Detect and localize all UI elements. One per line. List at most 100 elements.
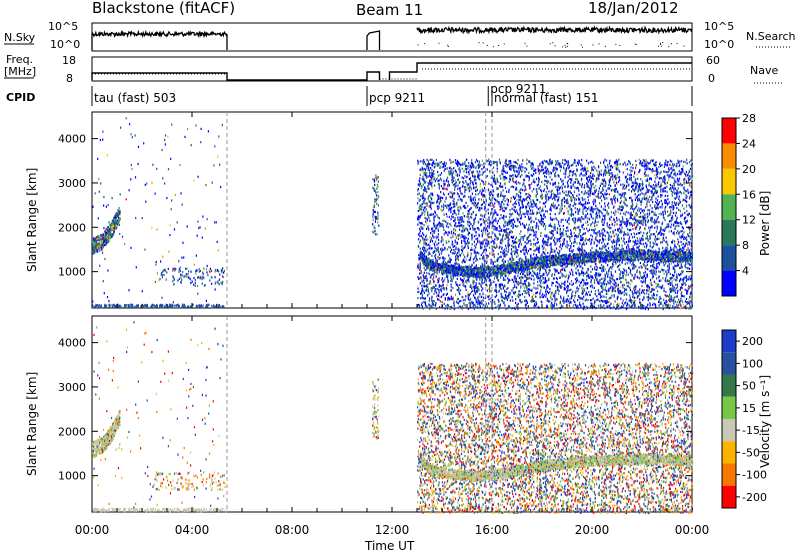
data-point: [521, 276, 523, 279]
data-point: [612, 178, 614, 181]
data-point: [426, 248, 428, 251]
data-point: [676, 189, 678, 192]
data-point: [438, 242, 440, 245]
data-point: [589, 212, 591, 216]
data-point: [690, 159, 692, 162]
data-point: [602, 268, 604, 271]
data-point: [504, 199, 506, 203]
data-point: [682, 246, 684, 249]
data-point: [524, 186, 526, 189]
data-point: [535, 177, 538, 180]
data-point: [644, 213, 646, 216]
data-point: [468, 296, 470, 299]
data-point: [549, 300, 551, 303]
data-point: [439, 306, 441, 309]
data-point: [374, 200, 376, 203]
data-point: [639, 240, 641, 243]
data-point: [509, 165, 511, 168]
data-point: [619, 224, 621, 227]
data-point: [467, 220, 469, 223]
data-point: [510, 162, 512, 165]
data-point: [427, 213, 429, 216]
data-point: [542, 168, 544, 171]
data-point: [605, 193, 607, 196]
data-point: [484, 260, 486, 263]
data-point: [622, 171, 624, 174]
data-point: [213, 164, 215, 167]
data-point: [450, 283, 452, 286]
data-point: [518, 171, 520, 174]
data-point: [579, 303, 581, 306]
data-point: [610, 270, 612, 273]
data-point: [565, 200, 567, 203]
data-point: [593, 203, 595, 206]
data-point: [547, 196, 549, 199]
data-point: [516, 192, 518, 196]
data-point: [675, 203, 677, 206]
data-point: [672, 163, 674, 166]
data-point: [425, 217, 427, 220]
data-point: [577, 290, 579, 293]
data-point: [581, 270, 583, 273]
data-point: [451, 248, 453, 251]
data-point: [533, 173, 535, 176]
data-point: [590, 302, 592, 305]
data-point: [569, 237, 571, 240]
data-point: [473, 261, 475, 264]
data-point: [690, 244, 692, 247]
data-point: [665, 205, 667, 208]
data-point: [217, 280, 219, 283]
data-point: [542, 165, 544, 168]
data-point: [648, 167, 650, 170]
data-point: [572, 282, 574, 285]
data-point: [554, 204, 556, 207]
data-point: [504, 237, 506, 240]
data-point: [420, 168, 422, 171]
data-point: [578, 280, 580, 283]
data-point: [160, 260, 162, 263]
data-point: [579, 273, 581, 276]
data-point: [549, 160, 551, 163]
data-point: [668, 170, 670, 173]
data-point: [488, 192, 490, 195]
data-point: [464, 195, 466, 198]
data-point: [582, 307, 584, 310]
data-point: [659, 164, 662, 168]
data-point: [452, 233, 454, 236]
data-point: [597, 250, 599, 253]
data-point: [553, 206, 555, 209]
data-point: [505, 307, 507, 311]
data-point: [600, 273, 602, 276]
data-point: [653, 272, 655, 275]
data-point: [619, 179, 621, 182]
data-point: [639, 237, 641, 240]
data-point: [688, 204, 690, 207]
data-point: [662, 308, 664, 311]
data-point: [204, 284, 206, 287]
data-point: [117, 219, 119, 222]
data-point: [96, 237, 98, 240]
data-point: [579, 265, 581, 268]
data-point: [543, 294, 545, 297]
data-point: [625, 222, 627, 225]
data-point: [635, 206, 637, 209]
data-point: [495, 217, 497, 220]
data-point: [514, 209, 516, 212]
station-title: Blackstone (fitACF): [92, 0, 235, 17]
data-point: [490, 300, 492, 303]
data-point: [427, 187, 429, 190]
data-point: [443, 288, 445, 291]
data-point: [586, 185, 588, 188]
data-point: [169, 234, 171, 237]
data-point: [671, 276, 673, 280]
data-point: [443, 213, 445, 216]
data-point: [538, 172, 540, 175]
data-point: [419, 265, 421, 268]
data-point: [585, 307, 587, 310]
data-point: [640, 222, 642, 225]
data-point: [620, 280, 622, 283]
nsearch-point: [417, 44, 419, 46]
data-point: [495, 287, 497, 290]
data-point: [183, 275, 185, 278]
data-point: [467, 247, 469, 250]
